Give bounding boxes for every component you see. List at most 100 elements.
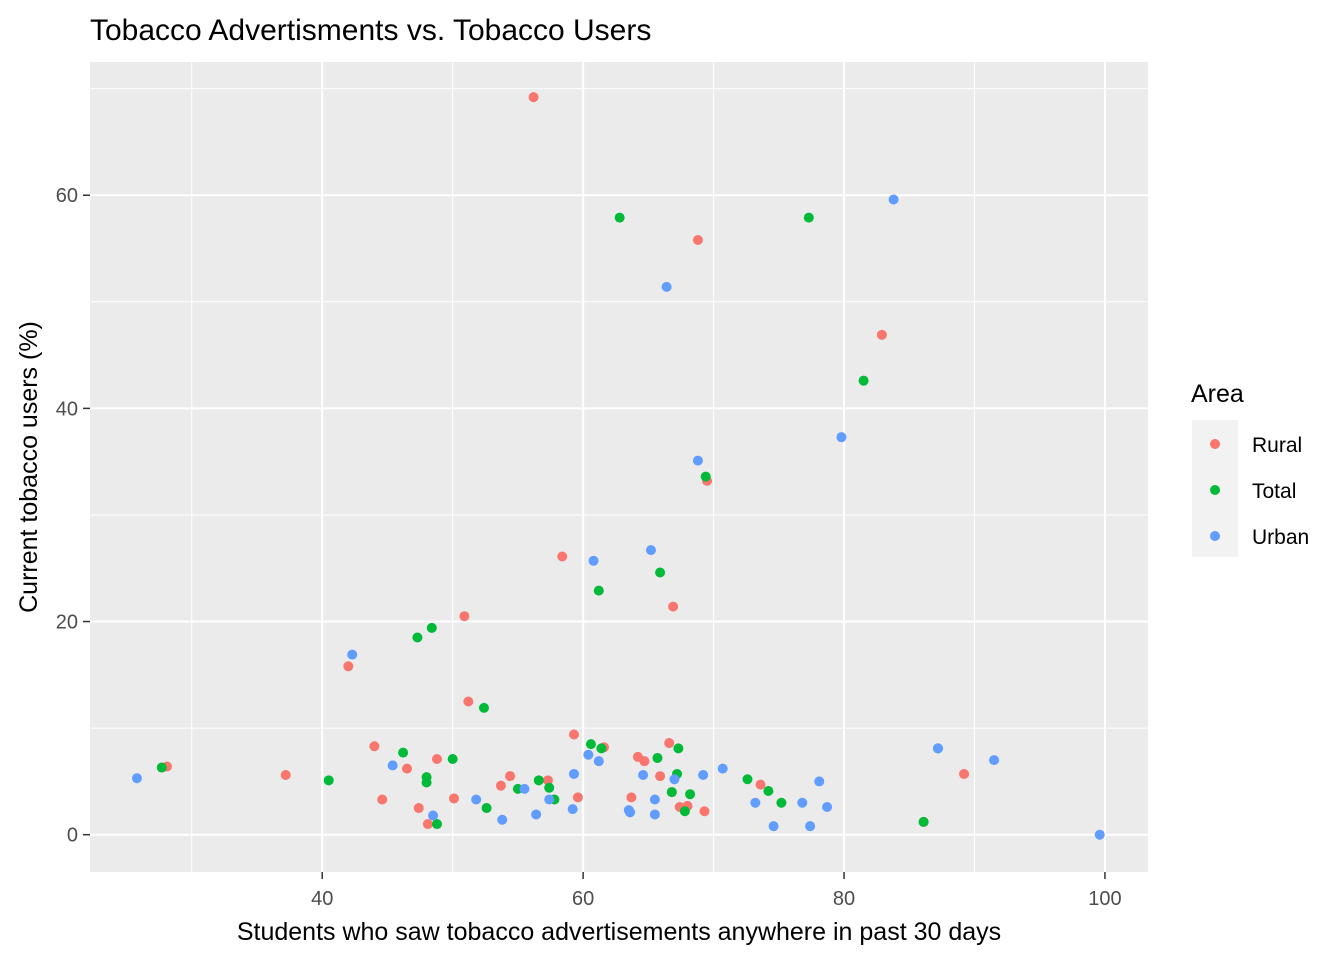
- point-total: [478, 702, 489, 713]
- point-rural: [876, 329, 887, 340]
- point-total: [679, 806, 690, 817]
- point-urban: [750, 797, 761, 808]
- point-total: [652, 752, 663, 763]
- point-urban: [645, 545, 656, 556]
- point-rural: [572, 792, 583, 803]
- point-rural: [369, 741, 380, 752]
- point-total: [685, 789, 696, 800]
- point-urban: [805, 821, 816, 832]
- point-rural: [343, 661, 354, 672]
- point-total: [533, 775, 544, 786]
- point-urban: [698, 770, 709, 781]
- point-urban: [797, 797, 808, 808]
- point-urban: [1094, 829, 1105, 840]
- point-total: [481, 803, 492, 814]
- point-total: [412, 632, 423, 643]
- point-total: [426, 622, 437, 633]
- legend-key-rural: [1210, 439, 1220, 449]
- point-rural: [402, 763, 413, 774]
- point-total: [596, 743, 607, 754]
- point-total: [585, 739, 596, 750]
- point-urban: [625, 807, 636, 818]
- point-total: [156, 762, 167, 773]
- point-urban: [347, 649, 358, 660]
- point-total: [544, 782, 555, 793]
- legend-key-urban: [1210, 531, 1220, 541]
- major-gridlines: [90, 62, 1148, 872]
- plot-panel: [90, 62, 1148, 872]
- legend-items: Rural Total Urban: [1210, 434, 1309, 549]
- minor-gridlines: [90, 62, 1148, 872]
- y-tick-label: 0: [67, 825, 78, 847]
- point-urban: [531, 809, 542, 820]
- point-rural: [432, 754, 443, 765]
- x-tick-label: 60: [572, 888, 594, 910]
- point-total: [763, 786, 774, 796]
- point-rural: [668, 601, 679, 612]
- point-total: [614, 212, 625, 223]
- point-urban: [568, 768, 579, 779]
- point-urban: [814, 776, 825, 787]
- legend-label-total: Total: [1252, 480, 1296, 503]
- point-total: [432, 819, 443, 830]
- y-tick-label: 60: [56, 185, 78, 207]
- point-rural: [692, 234, 703, 245]
- point-rural: [557, 551, 568, 562]
- point-urban: [638, 770, 649, 781]
- point-urban: [583, 749, 594, 760]
- point-total: [593, 585, 604, 596]
- point-urban: [428, 810, 439, 821]
- point-rural: [699, 806, 710, 817]
- point-total: [673, 743, 684, 754]
- point-rural: [639, 756, 650, 767]
- point-urban: [567, 804, 578, 815]
- legend-key-total: [1210, 485, 1220, 495]
- point-urban: [471, 794, 482, 805]
- point-total: [858, 375, 869, 386]
- x-tick-label: 40: [311, 888, 333, 910]
- point-urban: [836, 432, 847, 443]
- point-urban: [717, 763, 728, 774]
- point-urban: [131, 773, 142, 784]
- x-axis-ticks: 40 60 80 100: [311, 872, 1122, 910]
- point-urban: [593, 756, 604, 767]
- point-urban: [661, 281, 672, 292]
- point-urban: [669, 774, 680, 785]
- point-rural: [495, 780, 506, 791]
- point-urban: [932, 743, 943, 754]
- point-rural: [448, 793, 459, 804]
- data-points: [131, 92, 1105, 840]
- point-rural: [463, 696, 474, 707]
- point-urban: [519, 783, 530, 794]
- x-tick-label: 80: [833, 888, 855, 910]
- y-axis-ticks: 0 20 40 60: [56, 185, 90, 847]
- legend-title: Area: [1191, 380, 1244, 408]
- point-urban: [497, 814, 508, 825]
- point-total: [803, 212, 814, 223]
- point-rural: [528, 92, 539, 103]
- point-rural: [626, 792, 637, 803]
- point-urban: [544, 794, 555, 805]
- x-axis-title: Students who saw tobacco advertisements …: [237, 918, 1001, 946]
- point-total: [776, 797, 787, 808]
- point-urban: [888, 194, 899, 205]
- point-rural: [413, 803, 424, 814]
- x-tick-label: 100: [1088, 888, 1121, 910]
- y-tick-label: 40: [56, 398, 78, 420]
- point-total: [918, 816, 929, 827]
- point-urban: [989, 755, 1000, 766]
- point-urban: [768, 821, 779, 832]
- point-rural: [459, 611, 470, 622]
- point-rural: [755, 779, 766, 790]
- point-rural: [568, 729, 579, 740]
- point-rural: [377, 794, 388, 805]
- chart-title: Tobacco Advertisments vs. Tobacco Users: [90, 14, 651, 47]
- legend-label-urban: Urban: [1252, 526, 1309, 549]
- legend-label-rural: Rural: [1252, 434, 1302, 457]
- point-total: [398, 747, 409, 758]
- point-total: [700, 471, 711, 482]
- point-rural: [655, 771, 666, 782]
- point-urban: [649, 794, 660, 805]
- point-rural: [422, 819, 433, 830]
